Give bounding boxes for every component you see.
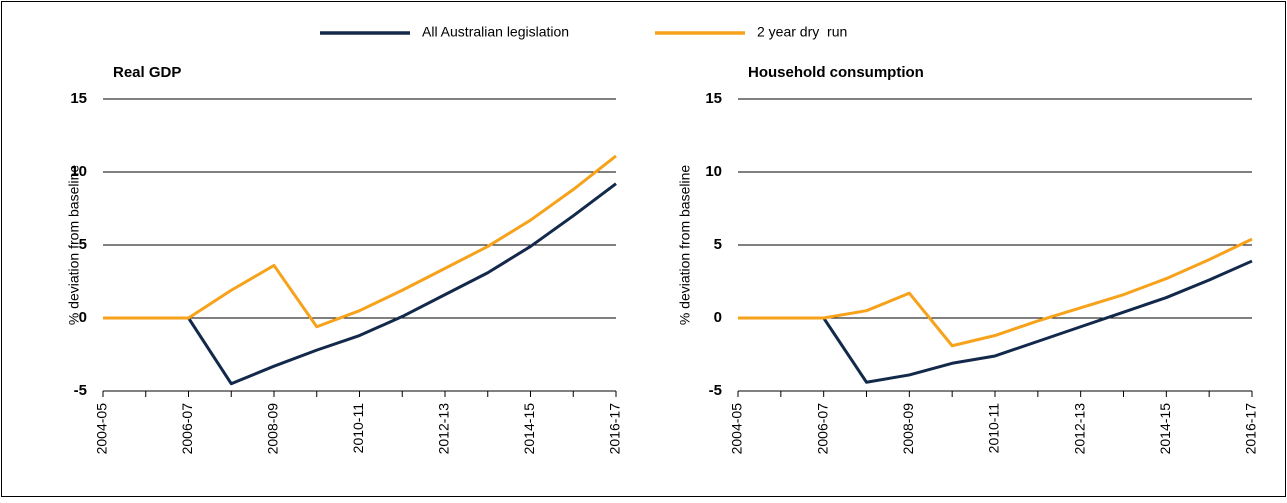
- x-tick-label: 2008-09: [265, 403, 281, 455]
- y-tick-label: 15: [70, 90, 87, 107]
- x-tick-label: 2004-05: [729, 403, 745, 455]
- legend-label: All Australian legislation: [422, 24, 569, 40]
- series-line: [738, 259, 1253, 384]
- y-tick-label: 10: [705, 163, 722, 180]
- x-tick-label: 2014-15: [521, 403, 537, 455]
- x-tick-label: 2016-17: [1243, 403, 1259, 455]
- y-axis-label: % deviation from baseline: [66, 165, 82, 326]
- chart-title: Real GDP: [113, 64, 181, 81]
- y-tick-label: 5: [79, 236, 87, 253]
- y-tick-label: 0: [714, 309, 722, 326]
- legend-label: 2 year dry run: [757, 24, 847, 40]
- x-tick-label: 2012-13: [436, 403, 452, 455]
- y-axis-label: % deviation from baseline: [677, 165, 693, 326]
- y-tick-label: -5: [74, 382, 87, 399]
- y-tick-label: 5: [714, 236, 722, 253]
- y-tick-label: 0: [79, 309, 87, 326]
- x-tick-label: 2014-15: [1157, 403, 1173, 455]
- series-line: [103, 154, 617, 329]
- x-tick-label: 2008-09: [900, 403, 916, 455]
- x-tick-label: 2006-07: [179, 403, 195, 455]
- series-line: [738, 237, 1253, 348]
- x-tick-label: 2004-05: [94, 403, 110, 455]
- x-tick-label: 2010-11: [986, 403, 1002, 454]
- x-tick-label: 2006-07: [814, 403, 830, 455]
- x-tick-label: 2010-11: [350, 403, 366, 454]
- y-tick-label: 10: [70, 163, 87, 180]
- y-tick-label: -5: [709, 382, 722, 399]
- y-tick-label: 15: [705, 90, 722, 107]
- chart-title: Household consumption: [748, 64, 924, 81]
- x-tick-label: 2012-13: [1071, 403, 1087, 455]
- x-tick-label: 2016-17: [607, 403, 623, 455]
